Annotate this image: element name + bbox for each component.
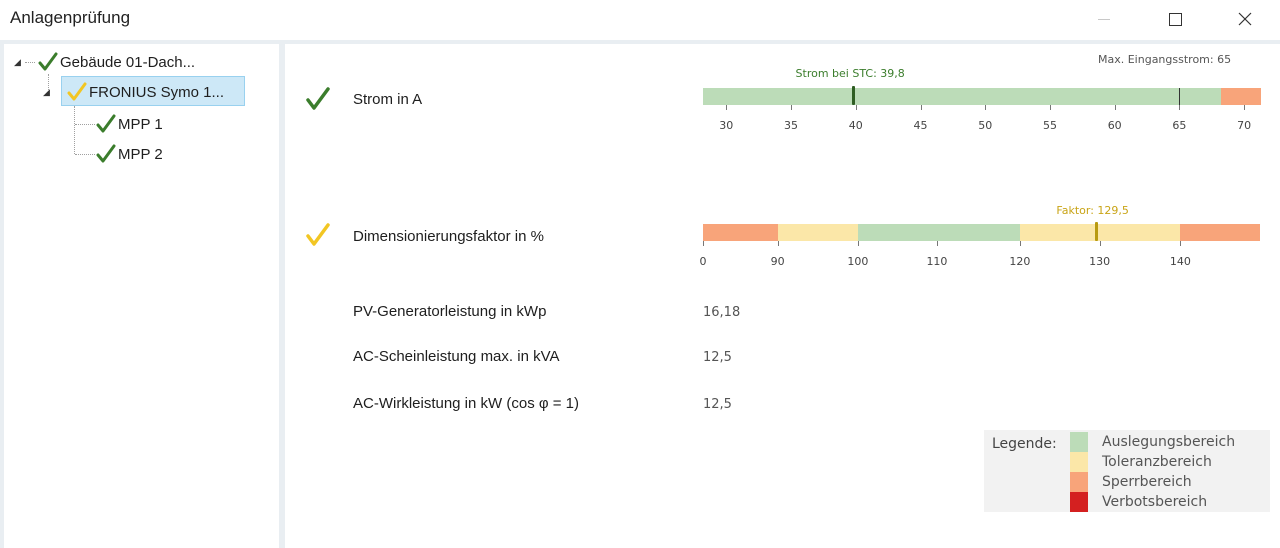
- legend-swatch: [1070, 492, 1088, 512]
- scale-tick: [777, 241, 779, 246]
- window-title: Anlagenprüfung: [10, 8, 131, 27]
- check-label-strom: Strom in A: [353, 91, 423, 108]
- minimize-icon: [1098, 18, 1110, 20]
- value-ac-wirk: 12,5: [703, 397, 732, 412]
- scale-segment: [703, 88, 1221, 105]
- scale-segment: [703, 224, 778, 241]
- scale-tick: [1244, 105, 1246, 110]
- tree-connector: [74, 106, 75, 154]
- tick-label: 130: [1089, 255, 1111, 268]
- maximize-button[interactable]: [1152, 0, 1198, 38]
- legend-label: Auslegungsbereich: [1102, 434, 1236, 450]
- maximize-icon: [1168, 12, 1182, 26]
- tick-label: 70: [1237, 119, 1252, 132]
- tick-label: 60: [1107, 119, 1122, 132]
- check-label-faktor: Dimensionierungsfaktor in %: [353, 228, 544, 245]
- tick-label: 100: [847, 255, 869, 268]
- scale-tick: [920, 105, 922, 110]
- faktor-marker: [1094, 222, 1098, 241]
- scale-tick: [857, 241, 859, 246]
- tick-label: 50: [978, 119, 993, 132]
- scale-segment: [1220, 88, 1261, 105]
- check-ok-icon: [38, 52, 58, 71]
- expand-triangle-icon[interactable]: ◢: [14, 56, 21, 67]
- tick-label: 45: [913, 119, 928, 132]
- tick-label: 65: [1172, 119, 1187, 132]
- check-ok-icon: [96, 144, 116, 163]
- tick-label: 140: [1169, 255, 1191, 268]
- tick-label: 35: [784, 119, 799, 132]
- tree-node-inverter[interactable]: ◢ FRONIUS Symo 1...: [43, 82, 224, 102]
- tree-connector: [75, 124, 95, 125]
- tree-node-label: FRONIUS Symo 1...: [89, 83, 225, 101]
- scale-tick: [703, 241, 704, 246]
- check-warn-icon: [67, 82, 87, 101]
- faktor-marker-label: Faktor: 129,5: [1056, 204, 1129, 217]
- scale-tick: [936, 241, 938, 246]
- tree-node-label: MPP 1: [118, 115, 163, 133]
- legend-swatch: [1070, 452, 1088, 472]
- tree-panel: [4, 44, 279, 548]
- tick-label: 55: [1042, 119, 1057, 132]
- max-current-label: Max. Eingangsstrom: 65: [1098, 53, 1232, 66]
- scale-tick: [985, 105, 987, 110]
- close-icon: [1238, 12, 1252, 26]
- value-ac-schein: 12,5: [703, 350, 732, 365]
- value-pv: 16,18: [703, 305, 741, 320]
- check-warn-icon: [306, 223, 330, 246]
- legend-item-toleranz: Toleranzbereich: [1070, 452, 1212, 472]
- tree-node-mpp1[interactable]: MPP 1: [96, 114, 163, 134]
- tree-selection-highlight: [61, 76, 245, 106]
- scale-tick: [1179, 105, 1181, 110]
- legend-item-sperr: Sperrbereich: [1070, 472, 1192, 492]
- check-ok-icon: [306, 87, 330, 110]
- legend: Legende: Auslegungsbereich Toleranzberei…: [984, 430, 1270, 512]
- value-label-pv: PV-Generatorleistung in kWp: [353, 303, 547, 320]
- scale-tick: [1180, 241, 1182, 246]
- legend-item-verbot: Verbotsbereich: [1070, 492, 1207, 512]
- legend-label: Toleranzbereich: [1102, 454, 1212, 470]
- tick-label: 110: [926, 255, 948, 268]
- tree-connector: [48, 74, 49, 90]
- legend-title: Legende:: [992, 436, 1057, 452]
- scale-tick: [1049, 105, 1051, 110]
- legend-label: Verbotsbereich: [1102, 494, 1208, 510]
- minimize-button[interactable]: [1081, 0, 1127, 38]
- stc-marker-label: Strom bei STC: 39,8: [795, 67, 905, 80]
- scale-segment: [777, 224, 858, 241]
- scale-tick: [726, 105, 728, 110]
- close-button[interactable]: [1222, 0, 1268, 38]
- tree-node-label: MPP 2: [118, 145, 163, 163]
- tick-label: 0: [699, 255, 707, 268]
- tree-node-mpp2[interactable]: MPP 2: [96, 144, 163, 164]
- legend-label: Sperrbereich: [1102, 474, 1192, 490]
- tree-connector: [75, 154, 95, 155]
- check-ok-icon: [96, 114, 116, 133]
- scale-segment: [1180, 224, 1260, 241]
- scale-tick: [791, 105, 793, 110]
- scale-tick: [1114, 105, 1116, 110]
- tree-connector: [25, 62, 35, 63]
- legend-swatch: [1070, 432, 1088, 452]
- tree-node-label: Gebäude 01-Dach...: [60, 53, 196, 71]
- value-label-ac-wirk: AC-Wirkleistung in kW (cos φ = 1): [353, 395, 580, 412]
- tick-label: 90: [770, 255, 785, 268]
- legend-swatch: [1070, 472, 1088, 492]
- scale-segment: [1019, 224, 1181, 241]
- stc-marker: [852, 86, 856, 105]
- value-label-ac-schein: AC-Scheinleistung max. in kVA: [353, 348, 560, 365]
- tick-label: 120: [1009, 255, 1031, 268]
- scale-tick: [1019, 241, 1021, 246]
- max-current-line: [1179, 88, 1181, 105]
- scale-segment: [857, 224, 1020, 241]
- title-bar: Anlagenprüfung: [0, 0, 1280, 40]
- expand-triangle-icon[interactable]: ◢: [43, 86, 50, 97]
- tree-node-root[interactable]: ◢ Gebäude 01-Dach...: [14, 52, 195, 72]
- scale-tick: [1099, 241, 1101, 246]
- scale-tick: [855, 105, 857, 110]
- tick-label: 40: [848, 119, 863, 132]
- legend-item-auslegung: Auslegungsbereich: [1070, 432, 1235, 452]
- tick-label: 30: [719, 119, 734, 132]
